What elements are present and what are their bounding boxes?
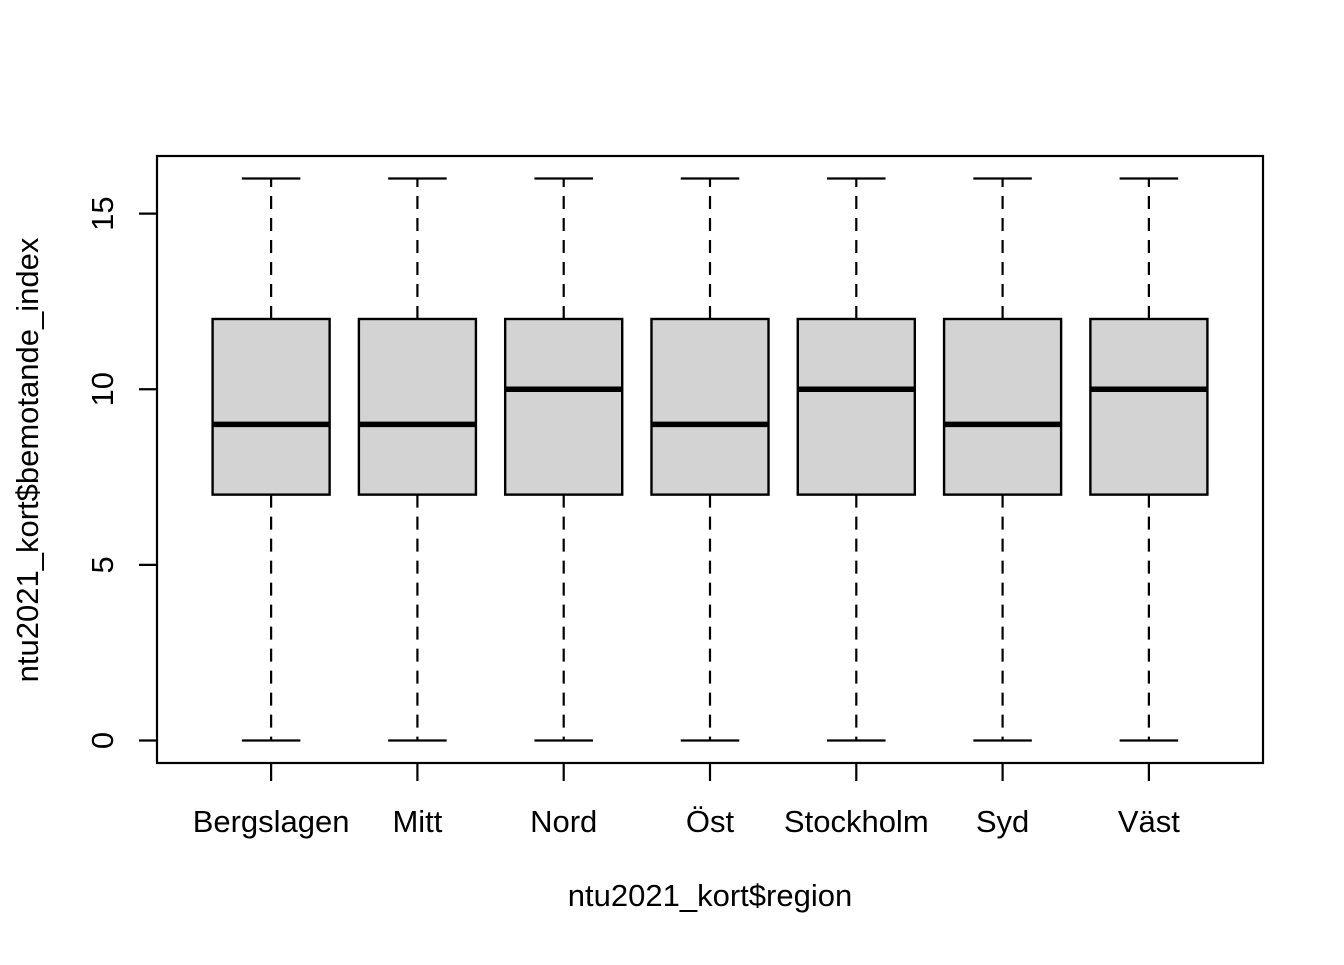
x-tick-label: Nord — [530, 804, 597, 839]
x-axis-label: ntu2021_kort$region — [568, 878, 852, 913]
x-axis: Bergslagen Mitt Nord Öst Stockholm Syd Väst — [193, 763, 1180, 839]
box-group — [796, 177, 917, 742]
box-group — [942, 177, 1063, 742]
x-tick-label: Bergslagen — [193, 804, 350, 839]
iqr-box — [796, 317, 917, 496]
x-tick-label: Öst — [686, 804, 735, 839]
x-tick-label: Mitt — [392, 804, 442, 839]
y-tick-label: 0 — [85, 732, 120, 749]
iqr-box — [503, 317, 624, 496]
y-axis-label: ntu2021_kort$bemotande_index — [10, 237, 45, 682]
iqr-box — [650, 317, 770, 496]
iqr-box — [211, 317, 331, 496]
x-tick-label: Stockholm — [784, 804, 929, 839]
iqr-box — [1089, 317, 1209, 496]
iqr-box — [357, 317, 478, 496]
y-tick-label: 15 — [85, 196, 120, 230]
box-group — [211, 177, 331, 742]
y-tick-label: 10 — [85, 372, 120, 406]
y-axis: 0 5 10 15 — [85, 196, 157, 749]
box-group — [503, 177, 624, 742]
box-group — [357, 177, 478, 742]
y-tick-label: 5 — [85, 556, 120, 573]
iqr-box — [942, 317, 1063, 496]
x-tick-label: Syd — [976, 804, 1029, 839]
x-tick-label: Väst — [1118, 804, 1180, 839]
box-group — [1089, 177, 1209, 742]
box-group — [650, 177, 770, 742]
boxplot-boxes — [211, 177, 1209, 742]
